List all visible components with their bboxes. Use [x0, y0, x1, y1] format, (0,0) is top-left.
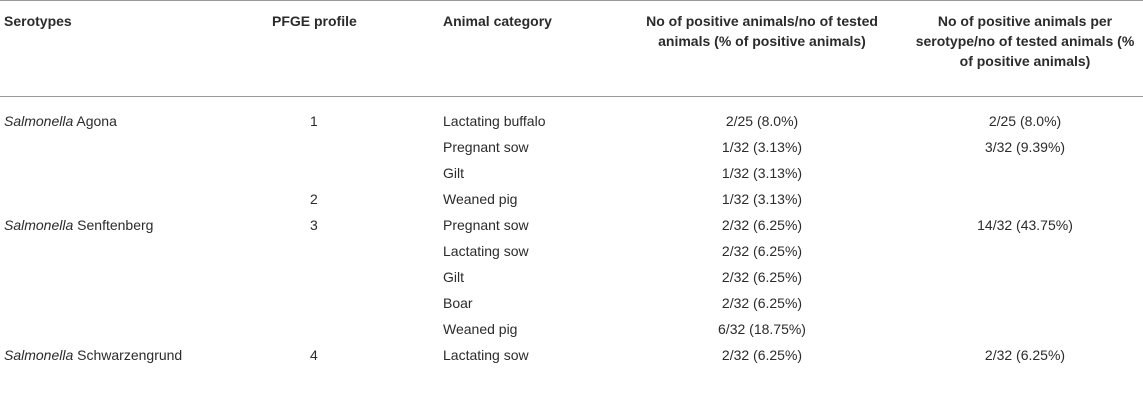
cell-animal-category: Gilt — [443, 165, 464, 181]
cell-serotype — [0, 316, 250, 342]
header-animal-category: Animal category — [443, 13, 552, 29]
cell-positive-per-tested: 2/32 (6.25%) — [721, 217, 803, 233]
cell-positive-per-serotype: 2/32 (6.25%) — [984, 347, 1066, 363]
table-row: 2 Weaned pig 1/32 (3.13%) — [0, 186, 1143, 212]
cell-positive-per-tested: 1/32 (3.13%) — [721, 139, 803, 155]
cell-serotype — [0, 134, 250, 160]
table-row: Salmonella Agona 1 Lactating buffalo 2/25 (… — [0, 97, 1143, 135]
table-row: Lactating sow 2/32 (6.25%) — [0, 238, 1143, 264]
cell-serotype: Salmonella Schwarzengrund — [0, 342, 250, 369]
cell-pfge-profile: 1 — [310, 113, 318, 129]
cell-serotype — [0, 290, 250, 316]
cell-pfge-profile: 4 — [310, 347, 318, 363]
cell-positive-per-serotype: 14/32 (43.75%) — [977, 217, 1073, 233]
cell-animal-category: Lactating sow — [443, 347, 529, 363]
serotype-genus: Salmonella — [4, 347, 74, 363]
cell-pfge-profile: 3 — [310, 217, 318, 233]
cell-positive-per-serotype: 3/32 (9.39%) — [984, 139, 1066, 155]
serotype-genus: Salmonella — [4, 113, 74, 129]
cell-positive-per-serotype — [907, 264, 1143, 290]
cell-positive-per-tested: 6/32 (18.75%) — [718, 321, 806, 337]
cell-pfge-profile — [250, 160, 437, 186]
cell-serotype — [0, 186, 250, 212]
cell-positive-per-tested: 2/32 (6.25%) — [721, 347, 803, 363]
table-header: Serotypes PFGE profile Animal category N… — [0, 0, 1143, 97]
cell-positive-per-tested: 1/32 (3.13%) — [721, 165, 803, 181]
cell-positive-per-serotype: 2/25 (8.0%) — [988, 113, 1062, 129]
cell-pfge-profile — [250, 316, 437, 342]
cell-animal-category: Weaned pig — [443, 321, 518, 337]
cell-pfge-profile — [250, 134, 437, 160]
cell-animal-category: Gilt — [443, 269, 464, 285]
cell-animal-category: Lactating sow — [443, 243, 529, 259]
table-row: Boar 2/32 (6.25%) — [0, 290, 1143, 316]
header-serotypes: Serotypes — [4, 13, 72, 29]
cell-positive-per-tested: 2/32 (6.25%) — [721, 243, 803, 259]
cell-serotype: Salmonella Agona — [0, 97, 250, 135]
header-positive-per-serotype: No of positive animals per serotype/no o… — [915, 13, 1135, 69]
cell-positive-per-tested: 2/25 (8.0%) — [725, 113, 799, 129]
header-row: Serotypes PFGE profile Animal category N… — [0, 0, 1143, 97]
header-positive-per-tested: No of positive animals/no of tested anim… — [646, 13, 878, 49]
table-row: Gilt 1/32 (3.13%) — [0, 160, 1143, 186]
table-row: Salmonella Schwarzengrund 4 Lactating sow 2… — [0, 342, 1143, 369]
serotype-genus: Salmonella — [4, 217, 74, 233]
serotype-serovar: Schwarzengrund — [73, 347, 183, 363]
cell-pfge-profile — [250, 264, 437, 290]
cell-positive-per-serotype — [907, 316, 1143, 342]
table-row: Weaned pig 6/32 (18.75%) — [0, 316, 1143, 342]
serotype-table: Serotypes PFGE profile Animal category N… — [0, 0, 1143, 370]
cell-positive-per-tested: 1/32 (3.13%) — [721, 191, 803, 207]
cell-positive-per-serotype — [907, 186, 1143, 212]
table-row: Gilt 2/32 (6.25%) — [0, 264, 1143, 290]
cell-positive-per-serotype — [907, 160, 1143, 186]
serotype-serovar: Agona — [73, 113, 117, 129]
serotype-serovar: Senftenberg — [73, 217, 154, 233]
cell-animal-category: Boar — [443, 295, 473, 311]
cell-pfge-profile — [250, 238, 437, 264]
cell-animal-category: Lactating buffalo — [443, 113, 546, 129]
cell-serotype — [0, 264, 250, 290]
cell-serotype: Salmonella Senftenberg — [0, 212, 250, 238]
cell-positive-per-serotype — [907, 290, 1143, 316]
cell-animal-category: Pregnant sow — [443, 217, 529, 233]
cell-positive-per-serotype — [907, 238, 1143, 264]
cell-serotype — [0, 160, 250, 186]
cell-serotype — [0, 238, 250, 264]
cell-positive-per-tested: 2/32 (6.25%) — [721, 269, 803, 285]
cell-animal-category: Pregnant sow — [443, 139, 529, 155]
cell-animal-category: Weaned pig — [443, 191, 518, 207]
table-body: Salmonella Agona 1 Lactating buffalo 2/25 (… — [0, 97, 1143, 370]
table-row: Pregnant sow 1/32 (3.13%) 3/32 (9.39%) — [0, 134, 1143, 160]
table-row: Salmonella Senftenberg 3 Pregnant sow 2/32 … — [0, 212, 1143, 238]
cell-pfge-profile — [250, 290, 437, 316]
cell-positive-per-tested: 2/32 (6.25%) — [721, 295, 803, 311]
cell-pfge-profile: 2 — [310, 191, 318, 207]
header-pfge-profile: PFGE profile — [272, 13, 357, 29]
